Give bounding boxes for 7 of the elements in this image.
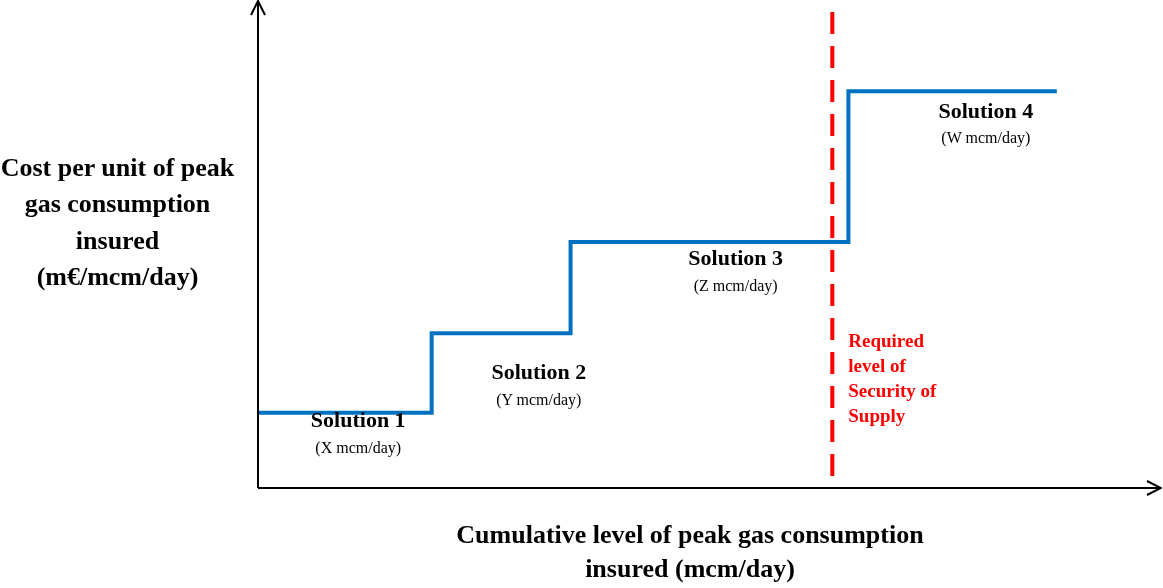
annotation: Solution 4 (W mcm/day) bbox=[938, 97, 1034, 148]
annotation: Solution 2 (Y mcm/day) bbox=[491, 359, 587, 409]
text: Required level of Security of Supply bbox=[848, 330, 937, 427]
annotation: Solution 3 (Z mcm/day) bbox=[688, 245, 784, 295]
x-axis-title: Cumulative level of peak gas consumption insured (mcm/day) bbox=[455, 519, 925, 585]
y-axis-title: Cost per unit of peak gas consumption insured (m€/mcm/day) bbox=[0, 152, 235, 294]
annotation: Solution 1 (X mcm/day) bbox=[310, 407, 406, 457]
